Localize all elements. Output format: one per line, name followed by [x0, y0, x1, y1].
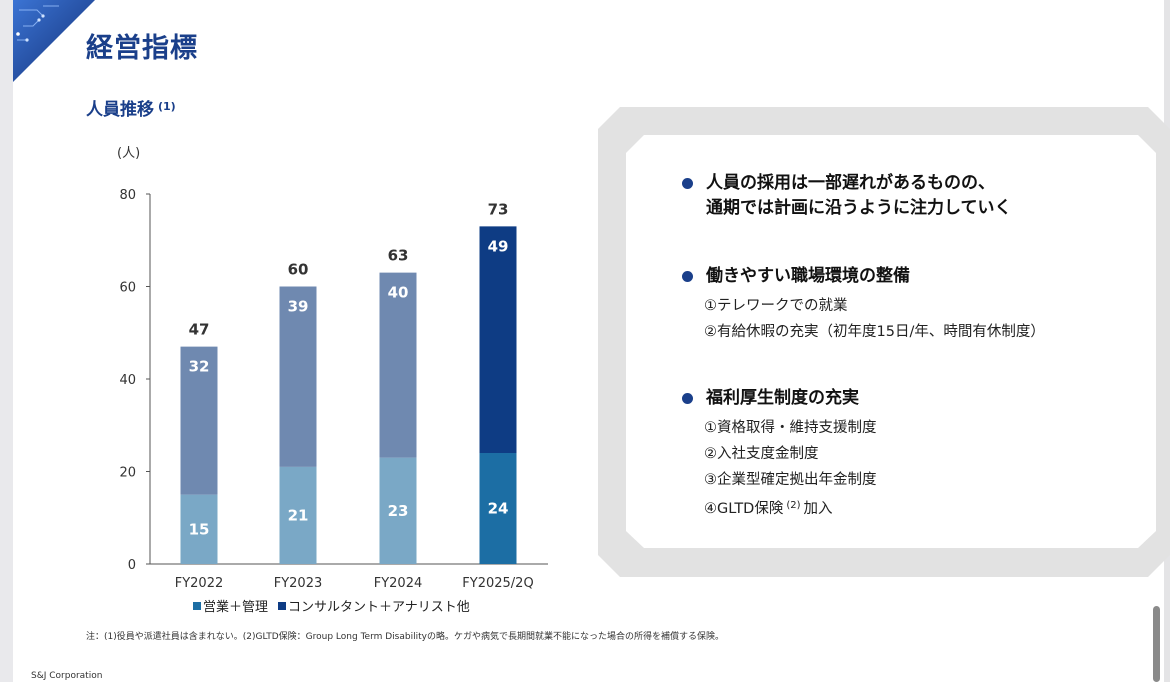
bar-value-label: 15 [189, 520, 210, 538]
heading-line: 働きやすい職場環境の整備 [706, 266, 910, 286]
bar-value-label: 49 [488, 237, 509, 255]
list-item: ③企業型確定拠出年金制度 [704, 472, 877, 488]
heading-line: 福利厚生制度の充実 [706, 388, 859, 408]
section-welfare: 福利厚生制度の充実 ①資格取得・維持支援制度 ②入社支度金制度 ③企業型確定拠出… [682, 386, 877, 522]
list-item-gltd: ④GLTD保険 (2) 加入 [704, 493, 877, 522]
legend-swatch-sales-admin [193, 601, 201, 610]
highlights-panel: 人員の採用は一部遅れがあるものの、 通期では計画に沿うように注力していく 働きや… [626, 135, 1156, 548]
list-item: ②有給休暇の充実（初年度15日/年、時間有休制度） [704, 324, 1045, 340]
bar-value-label: 23 [388, 502, 409, 520]
gltd-suffix: 加入 [803, 501, 833, 517]
bar-total-label: 63 [388, 247, 409, 265]
y-tick-label: 80 [119, 188, 136, 203]
bullet-icon [682, 178, 693, 189]
bar-segment-sales-admin [479, 453, 517, 564]
gltd-label: ④GLTD保険 [704, 501, 784, 517]
panel-frame [598, 107, 1170, 577]
welfare-list: ①資格取得・維持支援制度 ②入社支度金制度 ③企業型確定拠出年金制度 ④GLTD… [704, 415, 877, 522]
bar-segment-sales-admin [180, 494, 218, 564]
bullet-icon [682, 271, 693, 282]
bar-value-label: 21 [288, 506, 309, 524]
legend-swatch-consultant [278, 601, 287, 610]
legend-label-consultant: コンサルタント＋アナリスト他 [288, 600, 470, 615]
x-tick-label: FY2023 [274, 576, 323, 591]
circuit-corner-graphic [13, 0, 95, 82]
headcount-bar-chart: 0 20 40 60 80 15 32 47 FY2022 21 39 60 FY2023 23 40 63 F… [119, 188, 548, 591]
legend-label-sales-admin: 営業＋管理 [203, 600, 269, 615]
page-title: 経営指標 [86, 33, 198, 64]
chart-subtitle-text: 人員推移 [86, 100, 154, 120]
gltd-footnote-mark: (2) [786, 500, 801, 511]
bar-segment-consultant [279, 286, 317, 467]
company-name: S&J Corporation [31, 671, 103, 681]
list-item: ①資格取得・維持支援制度 [704, 420, 877, 436]
list-item: ①テレワークでの就業 [704, 298, 848, 314]
bar-segment-consultant [479, 226, 517, 453]
heading-line: 通期では計画に沿うように注力していく [706, 198, 1012, 218]
bar-total-label: 73 [488, 200, 509, 218]
list-item: ②入社支度金制度 [704, 446, 819, 462]
bar-segment-consultant [180, 346, 218, 495]
bullet-icon [682, 393, 693, 404]
y-axis-unit: (人) [117, 146, 141, 161]
x-tick-label: FY2025/2Q [462, 576, 533, 591]
y-tick-label: 60 [119, 281, 136, 296]
bar-total-label: 60 [288, 261, 309, 279]
x-tick-label: FY2022 [175, 576, 224, 591]
subtitle-footnote-mark: (1) [158, 100, 176, 113]
section-recruitment: 人員の採用は一部遅れがあるものの、 通期では計画に沿うように注力していく [682, 171, 1012, 221]
y-tick-label: 0 [128, 558, 136, 573]
y-tick-label: 40 [119, 373, 136, 388]
bar-total-label: 47 [189, 321, 210, 339]
bar-segment-sales-admin [279, 466, 317, 564]
bar-value-label: 32 [189, 358, 210, 376]
chart-subtitle: 人員推移 (1) [86, 95, 176, 120]
section-work-environment-heading: 働きやすい職場環境の整備 [682, 264, 1045, 289]
section-recruitment-heading: 人員の採用は一部遅れがあるものの、 通期では計画に沿うように注力していく [682, 171, 1012, 221]
y-tick-label: 20 [119, 466, 136, 481]
heading-line: 人員の採用は一部遅れがあるものの、 [706, 173, 995, 193]
bar-value-label: 24 [488, 500, 509, 518]
section-work-environment: 働きやすい職場環境の整備 ①テレワークでの就業 ②有給休暇の充実（初年度15日/… [682, 264, 1045, 345]
bar-segment-sales-admin [379, 457, 417, 564]
work-environment-list: ①テレワークでの就業 ②有給休暇の充実（初年度15日/年、時間有休制度） [704, 293, 1045, 345]
chart-legend: 営業＋管理 コンサルタント＋アナリスト他 [193, 596, 470, 615]
bar-segment-consultant [379, 272, 417, 458]
legend-item-sales-admin: 営業＋管理 [193, 596, 268, 615]
scrollbar-thumb[interactable] [1153, 606, 1160, 682]
section-recruitment-heading-text: 人員の採用は一部遅れがあるものの、 通期では計画に沿うように注力していく [706, 171, 1012, 221]
x-tick-label: FY2024 [374, 576, 423, 591]
footnote: 注：(1)役員や派遣社員は含まれない。(2)GLTD保険：Group Long … [86, 632, 724, 642]
section-welfare-heading: 福利厚生制度の充実 [682, 386, 877, 411]
bar-value-label: 39 [288, 298, 309, 316]
bar-value-label: 40 [388, 284, 409, 302]
left-margin [0, 0, 13, 682]
legend-item-consultant: コンサルタント＋アナリスト他 [278, 596, 470, 615]
